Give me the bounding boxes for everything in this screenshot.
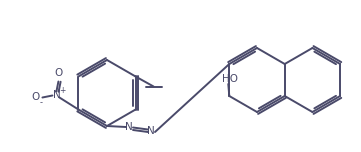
Text: N: N bbox=[147, 126, 155, 136]
Text: O: O bbox=[54, 69, 62, 78]
Text: N: N bbox=[53, 90, 60, 100]
Text: HO: HO bbox=[222, 74, 238, 84]
Text: +: + bbox=[59, 86, 66, 95]
Text: -: - bbox=[40, 98, 43, 107]
Text: N: N bbox=[125, 122, 133, 132]
Text: O: O bbox=[31, 93, 40, 102]
